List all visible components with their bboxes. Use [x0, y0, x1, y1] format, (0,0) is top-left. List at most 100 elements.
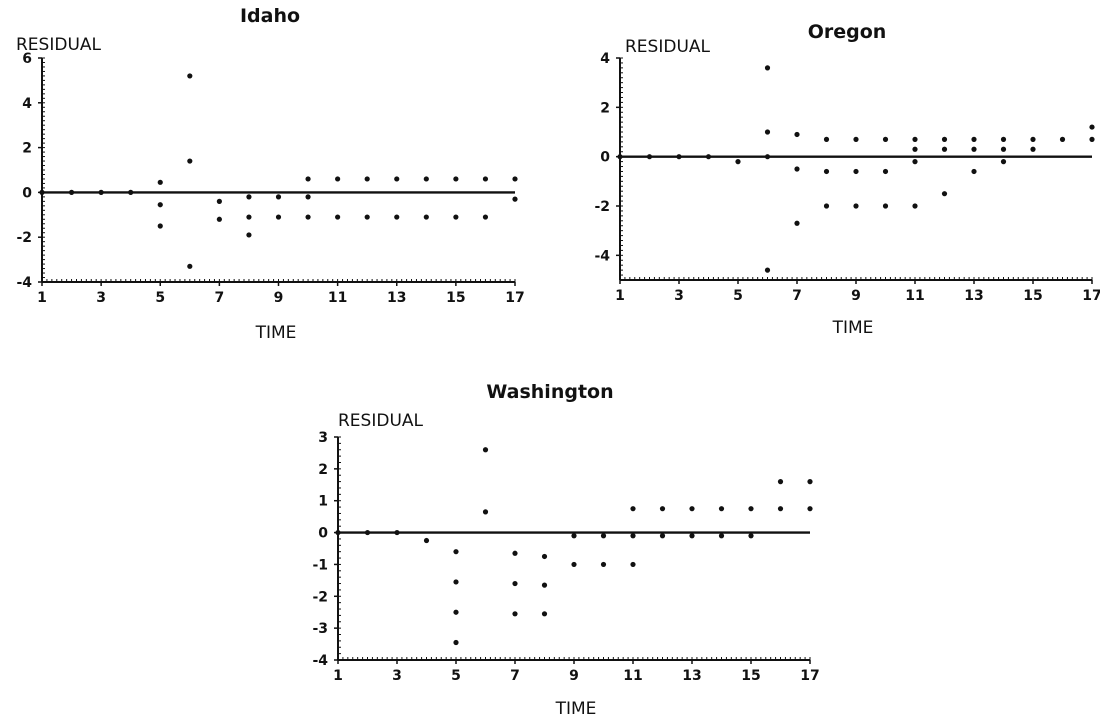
data-point	[689, 533, 695, 539]
data-point	[187, 73, 193, 79]
data-point	[794, 131, 800, 138]
x-axis-label: TIME	[555, 699, 597, 719]
data-point	[600, 561, 607, 568]
data-point	[600, 533, 607, 539]
panel-idaho: Idaho RESIDUAL TIME 1 3 5 7 9 11 13 15 17-4-2024…	[16, 5, 525, 343]
x-tick-label: 15	[1023, 288, 1042, 304]
data-point	[275, 194, 282, 200]
y-tick-label: 0	[22, 185, 32, 201]
chart-title: Idaho	[240, 5, 300, 27]
data-point	[335, 176, 341, 182]
x-tick-label: 15	[446, 290, 465, 306]
x-tick-label: 1	[333, 668, 343, 684]
data-point	[187, 263, 193, 269]
data-point	[735, 159, 741, 165]
data-point	[512, 550, 518, 556]
x-tick-label: 15	[741, 668, 760, 684]
data-point	[157, 202, 163, 208]
data-point	[128, 189, 134, 195]
data-point	[394, 176, 400, 182]
data-point	[853, 136, 859, 142]
data-point	[794, 220, 800, 226]
data-point	[676, 154, 682, 160]
data-point	[617, 154, 623, 160]
data-point	[941, 191, 948, 197]
data-point	[512, 176, 518, 182]
data-point	[246, 232, 252, 238]
data-point	[1059, 136, 1066, 142]
data-point	[571, 561, 577, 568]
x-tick-label: 9	[569, 668, 579, 684]
data-point	[1030, 136, 1036, 142]
y-tick-label: -2	[312, 589, 328, 605]
x-tick-label: 13	[682, 668, 701, 684]
data-point	[764, 129, 771, 135]
data-point	[853, 203, 859, 209]
data-point	[335, 529, 341, 536]
y-tick-label: 6	[22, 51, 32, 67]
data-point	[394, 529, 400, 536]
data-point	[305, 176, 311, 182]
data-point	[246, 214, 252, 220]
y-tick-label: -3	[312, 621, 328, 637]
data-point	[1000, 136, 1007, 142]
data-point	[157, 179, 163, 185]
data-point	[1030, 146, 1036, 152]
data-point	[453, 639, 459, 646]
y-tick-label: -1	[312, 557, 328, 573]
x-tick-label: 11	[623, 668, 642, 684]
data-point	[748, 506, 754, 512]
y-tick-label: -4	[16, 275, 32, 291]
panel-oregon: Oregon RESIDUAL TIME 1 3 5 7 9 11 13 15 17-4-202…	[594, 21, 1100, 338]
data-point	[748, 533, 754, 539]
x-tick-label: 17	[505, 290, 524, 306]
data-point	[512, 611, 518, 617]
data-point	[971, 136, 977, 142]
x-tick-label: 5	[451, 668, 461, 684]
data-point	[482, 509, 489, 515]
data-point	[718, 533, 725, 539]
x-axis-label: TIME	[255, 323, 297, 343]
y-tick-label: -2	[16, 230, 32, 246]
y-axis-label: RESIDUAL	[625, 37, 711, 57]
x-tick-label: 1	[615, 288, 625, 304]
y-tick-label: 0	[600, 150, 610, 166]
y-tick-label: 0	[318, 526, 328, 542]
data-point	[941, 136, 948, 142]
data-point	[659, 506, 666, 512]
data-point	[305, 214, 311, 220]
data-point	[423, 537, 430, 544]
data-point	[807, 479, 813, 485]
data-point	[912, 203, 918, 209]
data-point	[364, 176, 370, 182]
data-point	[512, 580, 518, 587]
data-point	[971, 168, 977, 175]
x-tick-label: 9	[274, 290, 284, 306]
data-point	[157, 223, 163, 229]
y-tick-label: -4	[594, 248, 610, 264]
x-tick-label: 9	[851, 288, 861, 304]
y-axis-label: RESIDUAL	[16, 35, 102, 55]
data-point	[423, 214, 429, 220]
data-point	[453, 579, 459, 585]
data-point	[777, 506, 784, 512]
data-point	[646, 154, 653, 160]
data-point	[705, 154, 712, 160]
data-point	[853, 168, 859, 175]
data-point	[807, 506, 813, 512]
y-tick-label: 4	[600, 51, 610, 67]
data-point	[453, 176, 459, 182]
x-axis-label: TIME	[832, 318, 874, 338]
data-point	[823, 203, 830, 209]
data-point	[394, 214, 400, 220]
x-tick-label: 5	[155, 290, 165, 306]
data-point	[630, 533, 636, 539]
x-tick-label: 7	[792, 288, 802, 304]
data-point	[98, 189, 104, 195]
data-point	[630, 506, 636, 512]
data-point	[764, 65, 771, 71]
x-tick-label: 17	[1082, 288, 1100, 304]
